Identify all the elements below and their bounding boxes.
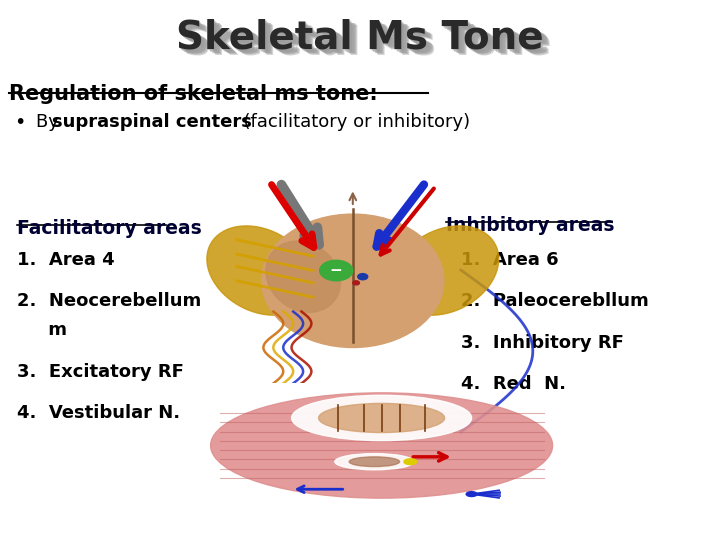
FancyArrowPatch shape	[282, 185, 319, 245]
Text: 4.  Red  N.: 4. Red N.	[461, 375, 566, 393]
Ellipse shape	[266, 241, 341, 312]
Text: (facilitatory or inhibitory): (facilitatory or inhibitory)	[232, 113, 470, 131]
Text: Skeletal Ms Tone: Skeletal Ms Tone	[179, 21, 546, 58]
Text: Skeletal Ms Tone: Skeletal Ms Tone	[181, 23, 549, 61]
Text: •: •	[14, 113, 26, 132]
Ellipse shape	[349, 457, 400, 467]
Circle shape	[353, 281, 359, 285]
Text: −: −	[330, 263, 343, 278]
Text: Skeletal Ms Tone: Skeletal Ms Tone	[184, 24, 552, 63]
Text: 2.  Paleocerebllum: 2. Paleocerebllum	[461, 293, 649, 310]
Text: 1.  Area 4: 1. Area 4	[17, 251, 114, 269]
FancyArrowPatch shape	[381, 188, 434, 254]
Ellipse shape	[392, 226, 499, 315]
Circle shape	[467, 491, 477, 497]
Ellipse shape	[365, 241, 440, 312]
Text: Skeletal Ms Tone: Skeletal Ms Tone	[183, 24, 550, 62]
Ellipse shape	[335, 454, 414, 470]
Text: 3.  Inhibitory RF: 3. Inhibitory RF	[461, 334, 624, 352]
Text: 2.  Neocerebellum: 2. Neocerebellum	[17, 293, 201, 310]
Circle shape	[320, 260, 353, 281]
Text: Skeletal Ms Tone: Skeletal Ms Tone	[176, 19, 544, 57]
Text: Inhibitory areas: Inhibitory areas	[446, 216, 615, 235]
Text: Skeletal Ms Tone: Skeletal Ms Tone	[181, 22, 548, 60]
Ellipse shape	[207, 226, 313, 315]
Ellipse shape	[262, 214, 444, 348]
Text: 3.  Excitatory RF: 3. Excitatory RF	[17, 363, 184, 381]
FancyArrowPatch shape	[377, 185, 424, 247]
Text: Skeletal Ms Tone: Skeletal Ms Tone	[177, 19, 545, 58]
Text: 4.  Vestibular N.: 4. Vestibular N.	[17, 404, 180, 422]
FancyArrowPatch shape	[271, 185, 314, 247]
Ellipse shape	[292, 395, 472, 441]
Text: Skeletal Ms Tone: Skeletal Ms Tone	[179, 22, 547, 59]
Text: 1.  Area 6: 1. Area 6	[461, 251, 559, 269]
Circle shape	[358, 274, 368, 280]
Text: Facilitatory areas: Facilitatory areas	[17, 219, 202, 238]
Text: By: By	[36, 113, 65, 131]
Circle shape	[404, 459, 417, 464]
Text: Regulation of skeletal ms tone:: Regulation of skeletal ms tone:	[9, 84, 377, 104]
Text: m: m	[17, 321, 66, 339]
Text: supraspinal centers: supraspinal centers	[52, 113, 252, 131]
Ellipse shape	[319, 403, 445, 433]
Ellipse shape	[211, 393, 553, 498]
